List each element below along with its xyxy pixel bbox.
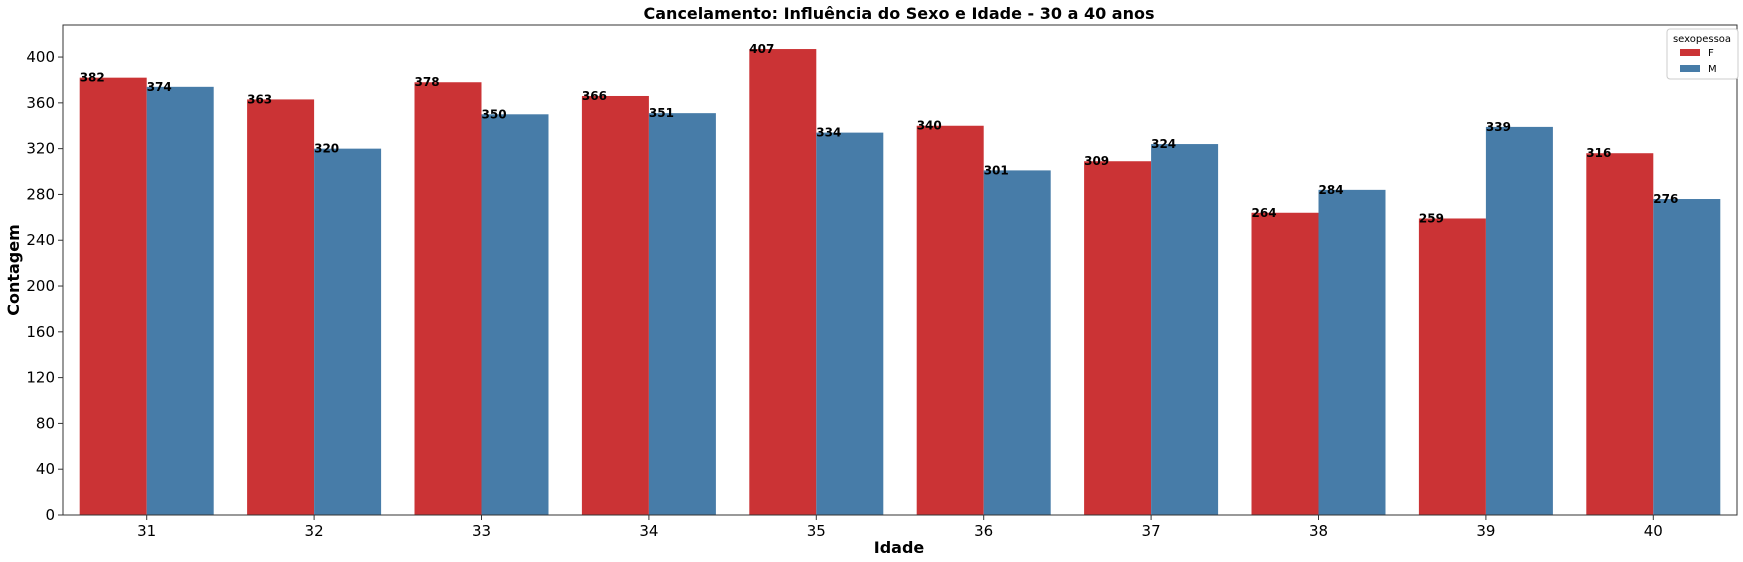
y-tick-label: 280: [26, 185, 55, 203]
x-tick-label: 33: [472, 522, 491, 540]
bar-m-31: [146, 86, 214, 515]
chart-title: Cancelamento: Influência do Sexo e Idade…: [644, 4, 1155, 23]
y-axis-label: Contagem: [4, 224, 23, 316]
bar-m-35: [816, 132, 884, 515]
x-tick-label: 36: [974, 522, 993, 540]
y-tick-label: 320: [26, 140, 55, 158]
x-tick-label: 37: [1142, 522, 1161, 540]
data-label-f-31: 382: [80, 71, 105, 85]
y-axis: 0 40 80 120 160 200 240 280 320 360 400: [26, 48, 63, 524]
legend-swatch-f: [1680, 49, 1700, 56]
data-label-f-39: 259: [1419, 211, 1444, 225]
x-tick-label: 35: [807, 522, 826, 540]
y-tick-label: 360: [26, 94, 55, 112]
bar-m-39: [1485, 126, 1553, 516]
x-tick-label: 32: [305, 522, 324, 540]
bar-m-32: [314, 148, 382, 515]
legend-label-m: M: [1708, 64, 1717, 75]
x-axis-label: Idade: [874, 538, 925, 557]
data-label-f-37: 309: [1084, 154, 1109, 168]
y-tick-label: 40: [36, 460, 55, 478]
y-tick-label: 160: [26, 323, 55, 341]
data-label-m-39: 339: [1486, 120, 1511, 134]
bar-f-32: [247, 99, 315, 515]
bar-f-37: [1084, 161, 1152, 515]
bar-m-37: [1151, 144, 1219, 515]
data-label-m-40: 276: [1653, 192, 1678, 206]
data-label-m-32: 320: [314, 142, 339, 156]
y-tick-label: 120: [26, 369, 55, 387]
y-tick-label: 240: [26, 231, 55, 249]
data-label-f-33: 378: [415, 75, 440, 89]
bar-f-33: [414, 82, 482, 516]
bar-m-38: [1318, 189, 1386, 516]
bar-f-35: [749, 49, 817, 516]
y-tick-label: 0: [45, 506, 55, 524]
bar-m-40: [1653, 199, 1721, 516]
data-label-m-31: 374: [147, 80, 172, 94]
bar-f-40: [1586, 153, 1654, 515]
x-tick-label: 40: [1644, 522, 1663, 540]
x-tick-label: 39: [1476, 522, 1495, 540]
data-label-f-32: 363: [247, 92, 272, 106]
data-label-f-34: 366: [582, 89, 607, 103]
data-label-m-36: 301: [984, 163, 1009, 177]
legend-label-f: F: [1708, 48, 1714, 59]
plot-frame: [62, 24, 1738, 516]
bar-f-31: [79, 77, 147, 516]
y-tick-label: 200: [26, 277, 55, 295]
legend-title: sexopessoa: [1673, 34, 1731, 45]
bar-m-33: [481, 114, 549, 515]
bar-f-39: [1418, 218, 1486, 515]
x-tick-label: 31: [137, 522, 156, 540]
y-tick-label: 400: [26, 48, 55, 66]
data-label-m-35: 334: [816, 126, 841, 140]
data-label-f-40: 316: [1586, 146, 1611, 160]
bar-f-38: [1251, 212, 1319, 515]
plot-area: 382 374 363 320 378 350 366 351 407 334 340 301 309 3…: [62, 24, 1738, 516]
y-tick-label: 80: [36, 414, 55, 432]
bar-f-36: [916, 125, 984, 515]
x-tick-label: 38: [1309, 522, 1328, 540]
bar-m-34: [648, 113, 716, 515]
data-label-m-33: 350: [482, 107, 507, 121]
data-label-m-38: 284: [1319, 183, 1344, 197]
data-label-m-34: 351: [649, 106, 674, 120]
x-axis: 31 32 33 34 35 36 37 38 39 40: [137, 515, 1663, 540]
legend: sexopessoa F M: [1666, 28, 1739, 80]
data-label-f-35: 407: [749, 42, 774, 56]
x-tick-label: 34: [639, 522, 658, 540]
bar-f-34: [581, 95, 649, 515]
data-label-m-37: 324: [1151, 137, 1176, 151]
legend-swatch-m: [1680, 65, 1700, 72]
bar-m-36: [983, 170, 1051, 515]
data-label-f-36: 340: [917, 119, 942, 133]
data-label-f-38: 264: [1252, 206, 1277, 220]
